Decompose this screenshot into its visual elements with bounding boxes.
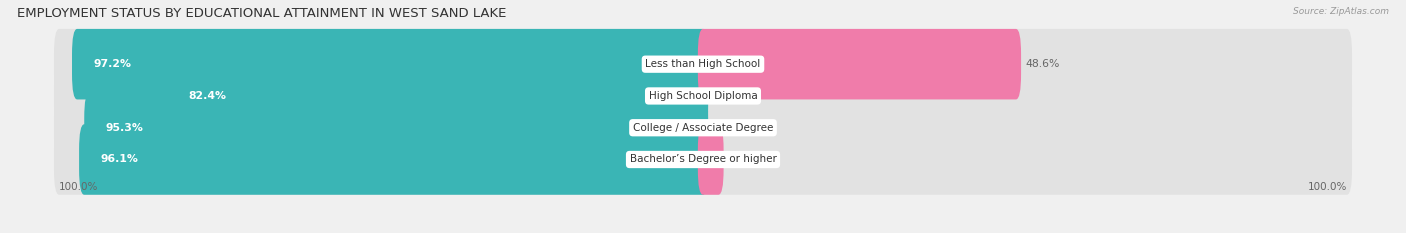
- Text: 0.0%: 0.0%: [713, 123, 741, 133]
- FancyBboxPatch shape: [697, 29, 1021, 99]
- FancyBboxPatch shape: [79, 124, 709, 195]
- Text: 97.2%: 97.2%: [93, 59, 131, 69]
- Text: 82.4%: 82.4%: [188, 91, 226, 101]
- Text: 100.0%: 100.0%: [59, 182, 98, 192]
- FancyBboxPatch shape: [72, 29, 709, 99]
- FancyBboxPatch shape: [167, 61, 709, 131]
- Text: EMPLOYMENT STATUS BY EDUCATIONAL ATTAINMENT IN WEST SAND LAKE: EMPLOYMENT STATUS BY EDUCATIONAL ATTAINM…: [17, 7, 506, 20]
- Text: Source: ZipAtlas.com: Source: ZipAtlas.com: [1294, 7, 1389, 16]
- FancyBboxPatch shape: [84, 93, 709, 163]
- Text: Less than High School: Less than High School: [645, 59, 761, 69]
- Text: College / Associate Degree: College / Associate Degree: [633, 123, 773, 133]
- FancyBboxPatch shape: [53, 61, 1353, 131]
- Text: 100.0%: 100.0%: [1308, 182, 1347, 192]
- Text: High School Diploma: High School Diploma: [648, 91, 758, 101]
- Text: 2.4%: 2.4%: [728, 154, 755, 164]
- FancyBboxPatch shape: [697, 124, 724, 195]
- Text: 96.1%: 96.1%: [100, 154, 138, 164]
- Text: 95.3%: 95.3%: [105, 123, 143, 133]
- FancyBboxPatch shape: [53, 29, 1353, 99]
- FancyBboxPatch shape: [53, 124, 1353, 195]
- Text: 48.6%: 48.6%: [1025, 59, 1060, 69]
- Text: 0.0%: 0.0%: [713, 91, 741, 101]
- FancyBboxPatch shape: [53, 93, 1353, 163]
- Text: Bachelor’s Degree or higher: Bachelor’s Degree or higher: [630, 154, 776, 164]
